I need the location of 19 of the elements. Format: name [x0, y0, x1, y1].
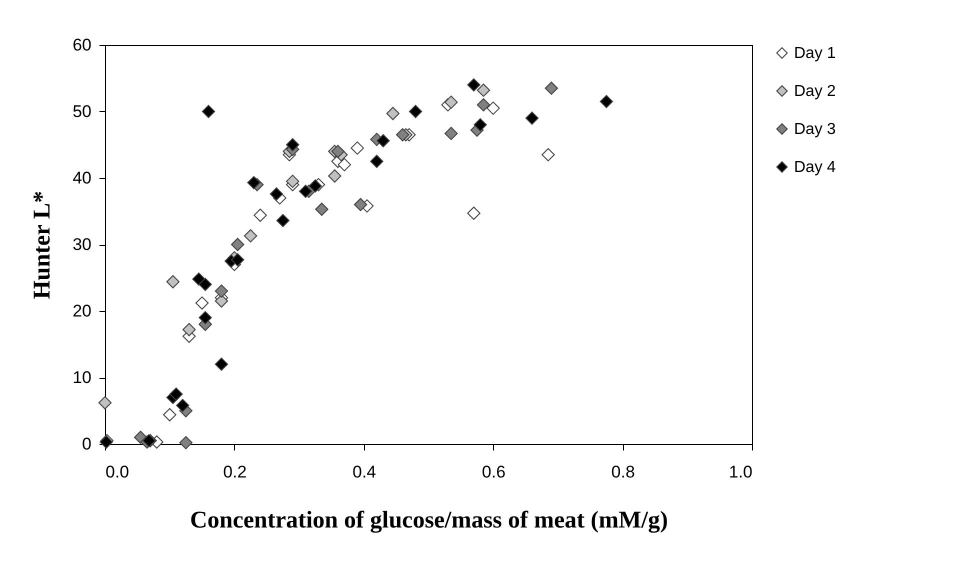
- y-tick-label: 50: [72, 102, 92, 121]
- x-axis-title: Concentration of glucose/mass of meat (mM/g): [190, 508, 668, 534]
- y-tick-label: 40: [72, 168, 92, 188]
- legend-label: Day 3: [794, 121, 836, 138]
- y-tick-label: 20: [72, 302, 92, 320]
- x-tick-label: 0.2: [223, 462, 247, 482]
- y-tick-label: 10: [72, 368, 92, 387]
- legend-label: Day 2: [794, 83, 836, 100]
- y-axis-title: Hunter L*: [30, 190, 56, 300]
- x-tick-label: 0.6: [482, 462, 506, 482]
- legend-label: Day 4: [794, 159, 836, 176]
- x-tick-label: 0.0: [106, 462, 130, 482]
- x-tick-label: 1.0: [728, 462, 752, 482]
- y-tick-label: 30: [72, 235, 92, 254]
- y-tick-label: 0: [82, 434, 92, 454]
- y-tick-label: 60: [72, 36, 92, 54]
- legend-label: Day 1: [794, 45, 836, 62]
- x-tick-label: 0.4: [352, 462, 376, 482]
- x-tick-label: 0.8: [611, 462, 635, 482]
